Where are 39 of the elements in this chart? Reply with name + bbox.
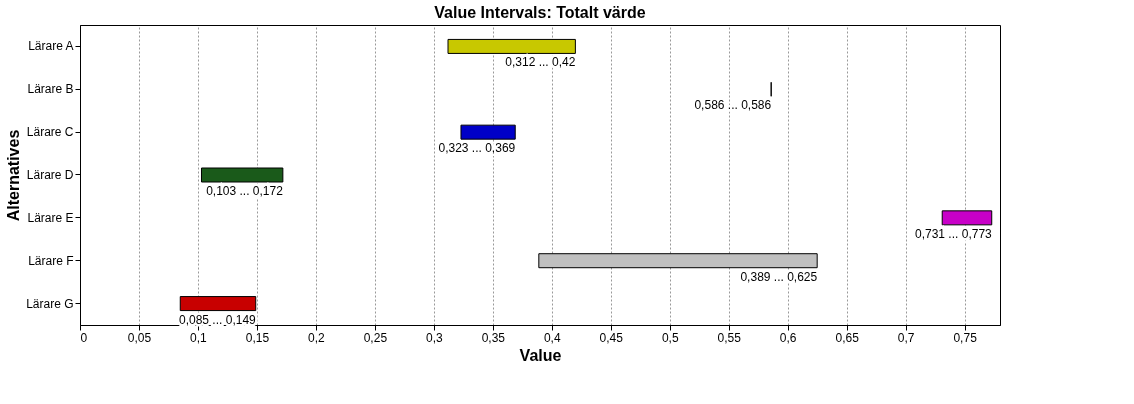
annotation: 0,586 ... 0,586 [694,98,772,113]
x-tick-label: 0,4 [543,330,561,345]
x-tick-label: 0 [80,330,88,345]
annotation: 0,323 ... 0,369 [438,141,516,156]
x-tick-label: 0,05 [127,330,152,345]
bar [941,210,993,226]
x-tick-label: 0,55 [717,330,742,345]
x-tick-label: 0,35 [481,330,506,345]
bar [179,296,257,312]
x-tick-label: 0,3 [426,330,444,345]
x-tick-label: 0,2 [308,330,326,345]
bar [447,38,576,54]
bar [460,124,516,140]
y-tick-label: Lärare G [26,296,74,311]
annotation: 0,103 ... 0,172 [206,184,284,198]
y-tick-label: Lärare A [28,39,74,54]
bar [538,253,818,269]
x-tick-label: 0,75 [953,330,978,345]
chart-title: Value Intervals: Totalt värde [434,4,646,21]
x-tick-label: 0,1 [190,330,208,345]
y-tick-label: Lärare C [26,125,74,140]
x-tick-label: 0,7 [897,330,915,345]
x-tick-label: 0,45 [599,330,624,345]
bar [200,167,284,183]
annotation: 0,389 ... 0,625 [740,269,818,284]
x-tick-label: 0,5 [661,330,679,345]
x-tick-label: 0,65 [835,330,860,345]
x-tick-label: 0,25 [363,330,388,345]
y-axis-title: Alternatives [5,129,23,222]
annotation: 0,312 ... 0,42 [505,55,576,70]
y-tick-label: Lärare D [26,168,74,182]
annotation: 0,731 ... 0,773 [915,226,993,241]
x-tick-label: 0,15 [245,330,270,345]
x-tick-label: 0,6 [779,330,797,345]
y-tick-label: Lärare F [28,253,74,268]
y-tick-label: Lärare B [27,82,74,97]
y-tick-label: Lärare E [27,210,74,225]
annotation: 0,085 ... 0,149 [179,312,257,327]
x-axis-title: Value [519,346,562,364]
